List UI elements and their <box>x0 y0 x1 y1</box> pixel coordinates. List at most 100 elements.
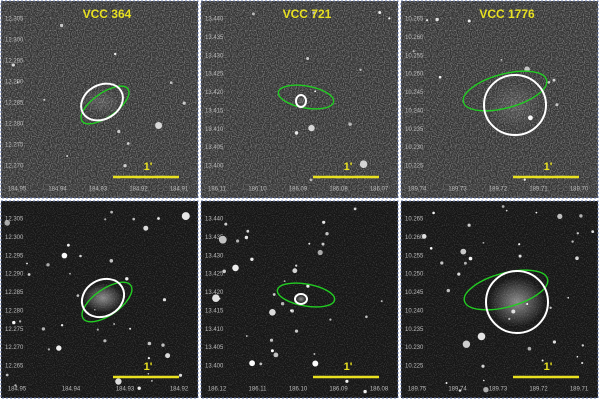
star <box>143 225 149 231</box>
star <box>18 320 22 323</box>
star <box>468 256 473 261</box>
star <box>460 248 467 255</box>
panel: VCC 364 12.305 12.300 12.295 12.290 12.285 12.… <box>0 0 199 199</box>
star <box>79 254 82 258</box>
star <box>212 294 220 302</box>
panel: 10.265 10.260 10.255 10.250 10.245 10.240 10.2… <box>400 200 599 399</box>
star <box>46 263 50 267</box>
y-tick-label: 13.425 <box>205 72 224 78</box>
star <box>292 268 298 274</box>
galaxy-glow <box>83 283 123 313</box>
star <box>61 252 68 259</box>
star <box>557 213 563 219</box>
panel-border <box>400 0 599 199</box>
star <box>435 17 439 22</box>
galaxy-glow <box>296 96 306 106</box>
star <box>236 239 240 243</box>
star <box>380 300 383 303</box>
x-tick-label: 189.71 <box>529 187 548 193</box>
star <box>576 232 579 235</box>
star <box>501 205 505 208</box>
star <box>283 280 286 282</box>
panel: VCC 721 13.440 13.435 13.430 13.425 13.420 13.… <box>200 0 399 199</box>
star <box>446 288 450 293</box>
x-tick-label: 186.10 <box>248 187 267 193</box>
green-ellipse <box>462 70 548 112</box>
y-tick-label: 12.295 <box>5 59 24 65</box>
star <box>104 218 107 221</box>
star <box>365 315 368 319</box>
star <box>109 259 114 263</box>
x-tick-label: 189.72 <box>489 187 508 193</box>
y-tick-label: 13.410 <box>205 127 224 133</box>
star <box>224 222 228 226</box>
x-tick-label: 184.92 <box>170 387 189 393</box>
star <box>289 309 293 312</box>
star <box>114 52 117 56</box>
star <box>571 240 574 243</box>
y-tick-label: 12.275 <box>5 327 24 333</box>
y-tick-label: 13.435 <box>205 235 224 241</box>
star <box>549 306 552 309</box>
scale-label: 1' <box>344 361 353 373</box>
star <box>317 249 323 256</box>
star <box>412 50 415 53</box>
x-tick-label: 184.94 <box>48 187 67 193</box>
star <box>59 23 64 28</box>
star <box>250 257 254 261</box>
star <box>103 339 107 343</box>
panel-border <box>0 200 199 399</box>
star <box>129 327 132 330</box>
y-tick-label: 10.255 <box>405 253 424 259</box>
star <box>147 373 150 375</box>
y-tick-label: 13.430 <box>205 253 224 259</box>
star <box>169 81 173 84</box>
star <box>132 217 135 221</box>
star <box>137 386 141 390</box>
star <box>16 81 19 83</box>
y-tick-label: 10.260 <box>405 235 424 241</box>
y-tick-label: 13.400 <box>205 364 224 370</box>
star <box>567 297 569 299</box>
star <box>547 81 551 84</box>
panel-title: VCC 1776 <box>479 7 535 21</box>
star <box>12 320 16 325</box>
x-tick-label: 184.91 <box>170 187 189 193</box>
star <box>388 17 391 20</box>
star <box>457 272 461 276</box>
star <box>421 234 427 239</box>
star <box>126 142 130 145</box>
x-tick-label: 189.75 <box>408 387 427 393</box>
star <box>440 261 444 265</box>
star <box>518 243 521 246</box>
star <box>218 235 227 244</box>
panel-title: VCC 364 <box>83 7 132 21</box>
x-tick-label: 186.08 <box>329 187 348 193</box>
star <box>161 343 165 347</box>
y-tick-label: 12.270 <box>5 345 24 351</box>
star <box>314 90 317 93</box>
star <box>359 160 368 168</box>
star <box>581 361 584 365</box>
star <box>110 210 113 214</box>
x-tick-label: 184.93 <box>116 387 135 393</box>
scale-label: 1' <box>144 361 153 373</box>
panel: 13.440 13.435 13.430 13.425 13.420 13.415 13.4… <box>200 200 399 399</box>
star <box>463 261 467 265</box>
x-tick-label: 189.73 <box>448 187 467 193</box>
star <box>462 340 471 348</box>
star <box>467 19 471 23</box>
y-tick-label: 12.290 <box>5 272 24 278</box>
star <box>309 178 313 182</box>
star <box>69 272 71 275</box>
scale-label: 1' <box>544 361 553 373</box>
star <box>353 207 357 211</box>
star <box>165 353 171 359</box>
y-tick-label: 13.415 <box>205 308 224 314</box>
white-ellipse <box>483 74 547 136</box>
panel-border <box>200 200 399 399</box>
star <box>552 340 556 344</box>
x-tick-label: 189.72 <box>529 387 548 393</box>
star <box>4 220 10 226</box>
star <box>552 78 556 82</box>
